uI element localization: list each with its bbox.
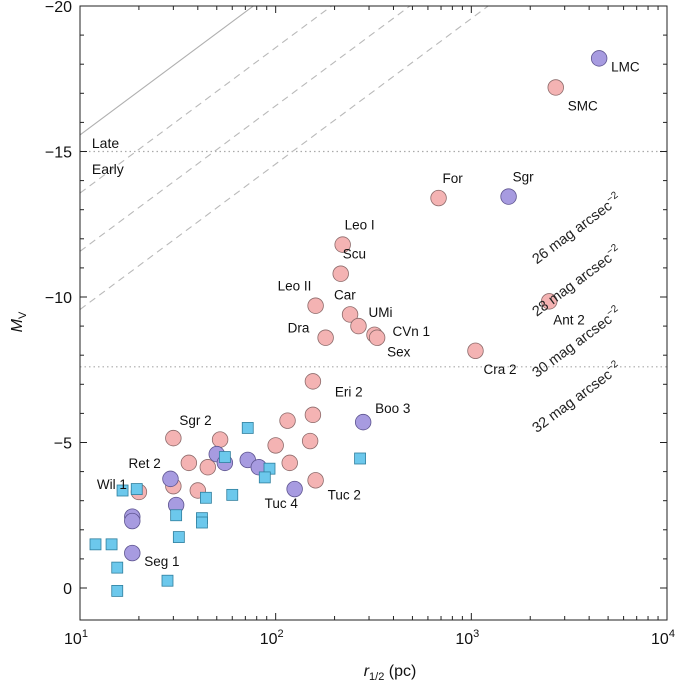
plot-frame bbox=[79, 5, 668, 621]
point-label-seg-1: Seg 1 bbox=[144, 554, 179, 569]
point-label-scu: Scu bbox=[343, 247, 366, 262]
data-point-square bbox=[218, 451, 231, 463]
data-point-circle bbox=[341, 306, 359, 323]
data-point-square bbox=[116, 484, 129, 497]
data-point-circle bbox=[301, 432, 319, 450]
region-label-early: Early bbox=[92, 161, 124, 177]
data-point-circle bbox=[368, 329, 386, 346]
x-axis-title: r1/2 (pc) bbox=[364, 663, 417, 683]
y-tick-label: −5 bbox=[54, 435, 72, 452]
data-point-circle bbox=[540, 293, 558, 310]
point-label-sex: Sex bbox=[387, 345, 411, 360]
surface-brightness-lines bbox=[80, 6, 490, 310]
point-label-ret-2: Ret 2 bbox=[128, 456, 160, 471]
data-point-circle bbox=[317, 329, 334, 346]
point-label-ant-2: Ant 2 bbox=[553, 312, 585, 327]
point-label-sgr: Sgr bbox=[513, 170, 535, 185]
x-tick-label: 102 bbox=[260, 628, 284, 648]
data-point-circle bbox=[430, 189, 447, 207]
x-tick-label: 103 bbox=[455, 628, 479, 648]
data-point-square bbox=[105, 538, 118, 551]
point-label-cra-2: Cra 2 bbox=[483, 362, 516, 377]
data-point-square bbox=[196, 516, 208, 529]
data-point-square bbox=[161, 574, 174, 587]
data-point-circle bbox=[467, 342, 484, 360]
y-tick-label: 0 bbox=[63, 581, 72, 598]
point-label-eri-2: Eri 2 bbox=[335, 384, 363, 399]
data-point-circle bbox=[162, 470, 179, 488]
data-point-square bbox=[172, 531, 185, 543]
sb-line-26 bbox=[80, 6, 255, 136]
point-label-for: For bbox=[443, 171, 464, 186]
data-points bbox=[89, 50, 608, 597]
y-tick-label: −20 bbox=[45, 0, 72, 16]
data-point-circle bbox=[124, 512, 141, 530]
point-label-tuc-2: Tuc 2 bbox=[328, 487, 361, 502]
data-point-circle bbox=[354, 413, 372, 431]
point-label-wil-1: Wil 1 bbox=[97, 477, 127, 492]
data-point-circle bbox=[307, 297, 324, 314]
data-point-square bbox=[111, 561, 124, 574]
data-point-circle bbox=[332, 265, 349, 282]
data-point-circle bbox=[211, 431, 229, 448]
point-label-boo-3: Boo 3 bbox=[375, 401, 410, 416]
y-axis-title: MV bbox=[9, 311, 29, 332]
data-point-square bbox=[226, 488, 239, 501]
point-label-umi: UMi bbox=[368, 305, 392, 320]
data-point-circle bbox=[304, 373, 322, 390]
y-tick-label: −15 bbox=[45, 144, 72, 161]
data-point-circle bbox=[500, 188, 517, 205]
point-label-dra: Dra bbox=[288, 321, 310, 336]
data-point-circle bbox=[124, 544, 141, 562]
data-point-square bbox=[89, 538, 102, 551]
data-point-circle bbox=[307, 472, 324, 489]
point-label-sgr-2: Sgr 2 bbox=[179, 413, 211, 428]
point-label-smc: SMC bbox=[568, 98, 598, 113]
data-point-square bbox=[354, 452, 366, 465]
sb-line-30 bbox=[80, 6, 411, 252]
data-point-circle bbox=[180, 454, 198, 472]
data-point-square bbox=[200, 491, 212, 504]
data-point-circle bbox=[334, 236, 351, 253]
x-tick-label: 101 bbox=[64, 628, 88, 648]
axes: 101 102 103 104 0 −5 −10 −15 −20 r1/2 (pc) MV bbox=[9, 0, 675, 683]
data-point-circle bbox=[304, 406, 322, 424]
reference-lines bbox=[80, 150, 667, 368]
sb-line-28 bbox=[80, 6, 333, 194]
data-point-circle bbox=[286, 480, 303, 498]
point-label-cvn-1: CVn 1 bbox=[393, 324, 431, 339]
x-tick-label: 104 bbox=[651, 628, 675, 648]
point-label-car: Car bbox=[334, 287, 356, 302]
data-point-square bbox=[130, 483, 143, 495]
data-point-square bbox=[111, 585, 124, 597]
data-point-circle bbox=[199, 459, 217, 476]
data-point-square bbox=[170, 509, 183, 522]
data-point-circle bbox=[547, 79, 564, 96]
data-point-circle bbox=[350, 317, 367, 335]
y-tick-label: −10 bbox=[45, 290, 72, 307]
point-label-leo-ii: Leo II bbox=[278, 279, 312, 294]
sb-line-32 bbox=[80, 6, 490, 310]
point-label-lmc: LMC bbox=[611, 59, 640, 74]
point-label-leo-i: Leo I bbox=[345, 218, 375, 233]
data-point-square bbox=[241, 422, 254, 434]
data-point-square bbox=[258, 471, 271, 484]
data-point-circle bbox=[165, 429, 182, 447]
data-point-circle bbox=[281, 454, 298, 472]
region-label-late: Late bbox=[92, 135, 119, 151]
data-point-circle bbox=[267, 437, 284, 454]
data-point-circle bbox=[279, 412, 296, 429]
point-label-tuc-4: Tuc 4 bbox=[265, 496, 299, 511]
data-point-circle bbox=[590, 50, 608, 67]
